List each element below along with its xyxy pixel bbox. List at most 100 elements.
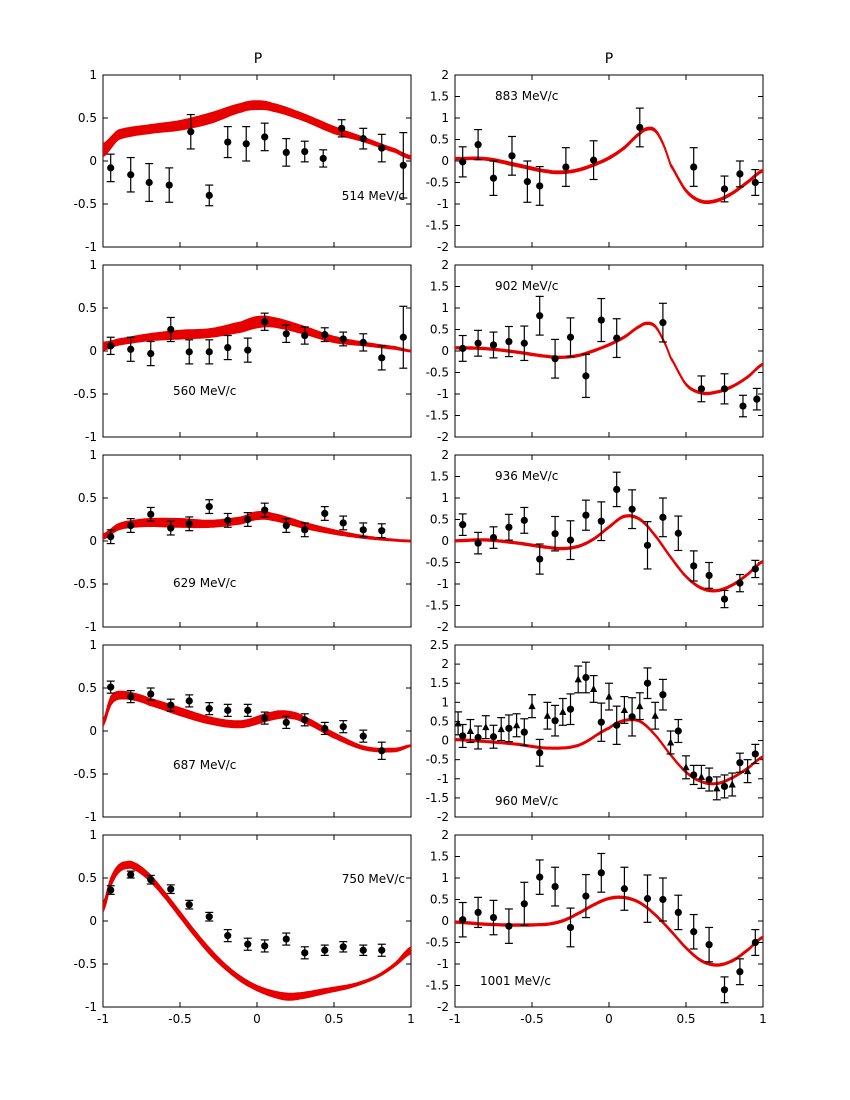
circle-marker [167, 325, 175, 334]
y-tick-label: 0 [89, 534, 97, 548]
data-point [474, 329, 483, 357]
circle-marker [590, 156, 598, 164]
circle-marker [107, 683, 115, 691]
circle-marker [636, 123, 644, 132]
circle-marker [359, 135, 367, 143]
y-tick-label: 0.5 [78, 111, 97, 125]
data-point [320, 721, 329, 736]
circle-marker [261, 506, 269, 514]
y-tick-label: -1.5 [426, 219, 449, 233]
y-tick-label: 1 [89, 448, 97, 462]
y-tick-label: -2 [437, 620, 449, 634]
data-point [458, 334, 467, 362]
data-point [528, 694, 536, 719]
data-point [260, 711, 269, 725]
data-point [339, 941, 348, 953]
y-tick-label: 2 [441, 657, 449, 671]
y-tick-label: -2 [437, 240, 449, 254]
data-point [339, 515, 348, 531]
data-point [300, 140, 309, 163]
data-point [735, 573, 744, 593]
data-point [205, 702, 214, 716]
triangle-marker [590, 684, 598, 692]
data-point [658, 302, 667, 343]
y-tick-label: 2 [441, 828, 449, 842]
data-point [697, 764, 706, 789]
data-point [535, 859, 544, 895]
triangle-marker [559, 707, 567, 715]
data-point [489, 724, 498, 749]
data-point [282, 138, 291, 167]
plot-frame [102, 644, 412, 818]
prediction-band [103, 511, 411, 543]
data-point [612, 471, 621, 508]
circle-marker [489, 913, 498, 922]
data-point [455, 711, 463, 736]
data-point [751, 169, 760, 196]
data-point [589, 140, 598, 181]
circle-marker [185, 348, 193, 356]
circle-marker [505, 724, 513, 732]
data-point [243, 937, 252, 951]
circle-marker [751, 938, 759, 947]
circle-marker [224, 343, 232, 352]
data-point [359, 333, 368, 352]
data-point [126, 518, 135, 534]
circle-marker [536, 873, 544, 881]
data-point [359, 522, 368, 538]
data-point [106, 153, 115, 183]
y-tick-label: -2 [437, 1000, 449, 1014]
data-point [551, 704, 560, 737]
y-tick-label: 0.5 [78, 871, 97, 885]
circle-marker [597, 316, 605, 324]
data-point [243, 512, 252, 527]
circle-marker [566, 536, 575, 544]
data-point [682, 755, 690, 780]
circle-marker [659, 691, 667, 699]
data-point [628, 697, 637, 737]
circle-marker [167, 885, 175, 893]
circle-marker [582, 892, 590, 900]
circle-marker [659, 895, 667, 904]
circle-marker [690, 928, 698, 936]
data-point [260, 939, 269, 953]
data-point [566, 907, 575, 948]
circle-marker [205, 191, 213, 199]
y-tick-label: 1 [441, 301, 449, 315]
circle-marker [282, 330, 290, 338]
data-point [605, 682, 613, 711]
triangle-marker [651, 711, 659, 719]
circle-marker [399, 161, 407, 169]
circle-marker [145, 178, 153, 187]
circle-marker [321, 946, 329, 954]
data-point [738, 394, 747, 418]
triangle-marker [466, 727, 474, 734]
circle-marker [359, 338, 367, 346]
y-tick-label: -2 [437, 430, 449, 444]
triangle-marker [482, 723, 490, 731]
circle-marker [674, 908, 682, 917]
circle-marker [562, 163, 570, 171]
data-point [377, 943, 386, 957]
circle-marker [167, 524, 175, 532]
data-point [399, 305, 408, 369]
circle-marker [690, 771, 698, 779]
data-point [523, 160, 532, 203]
circle-marker [185, 697, 193, 705]
circle-marker [107, 533, 115, 541]
prediction-band [103, 315, 411, 353]
data-point [620, 866, 629, 911]
data-point [106, 680, 115, 694]
data-point [566, 693, 575, 726]
data-point [300, 946, 309, 960]
x-tick-label: -0.5 [168, 1012, 191, 1026]
triangle-marker [697, 772, 705, 780]
circle-marker [147, 510, 155, 518]
circle-marker [127, 693, 135, 701]
circle-marker [459, 732, 467, 740]
momentum-label: 936 MeV/c [495, 469, 558, 483]
data-point [705, 767, 714, 792]
y-tick-label: 1.5 [430, 676, 449, 690]
circle-marker [628, 713, 636, 721]
circle-marker [261, 133, 269, 141]
